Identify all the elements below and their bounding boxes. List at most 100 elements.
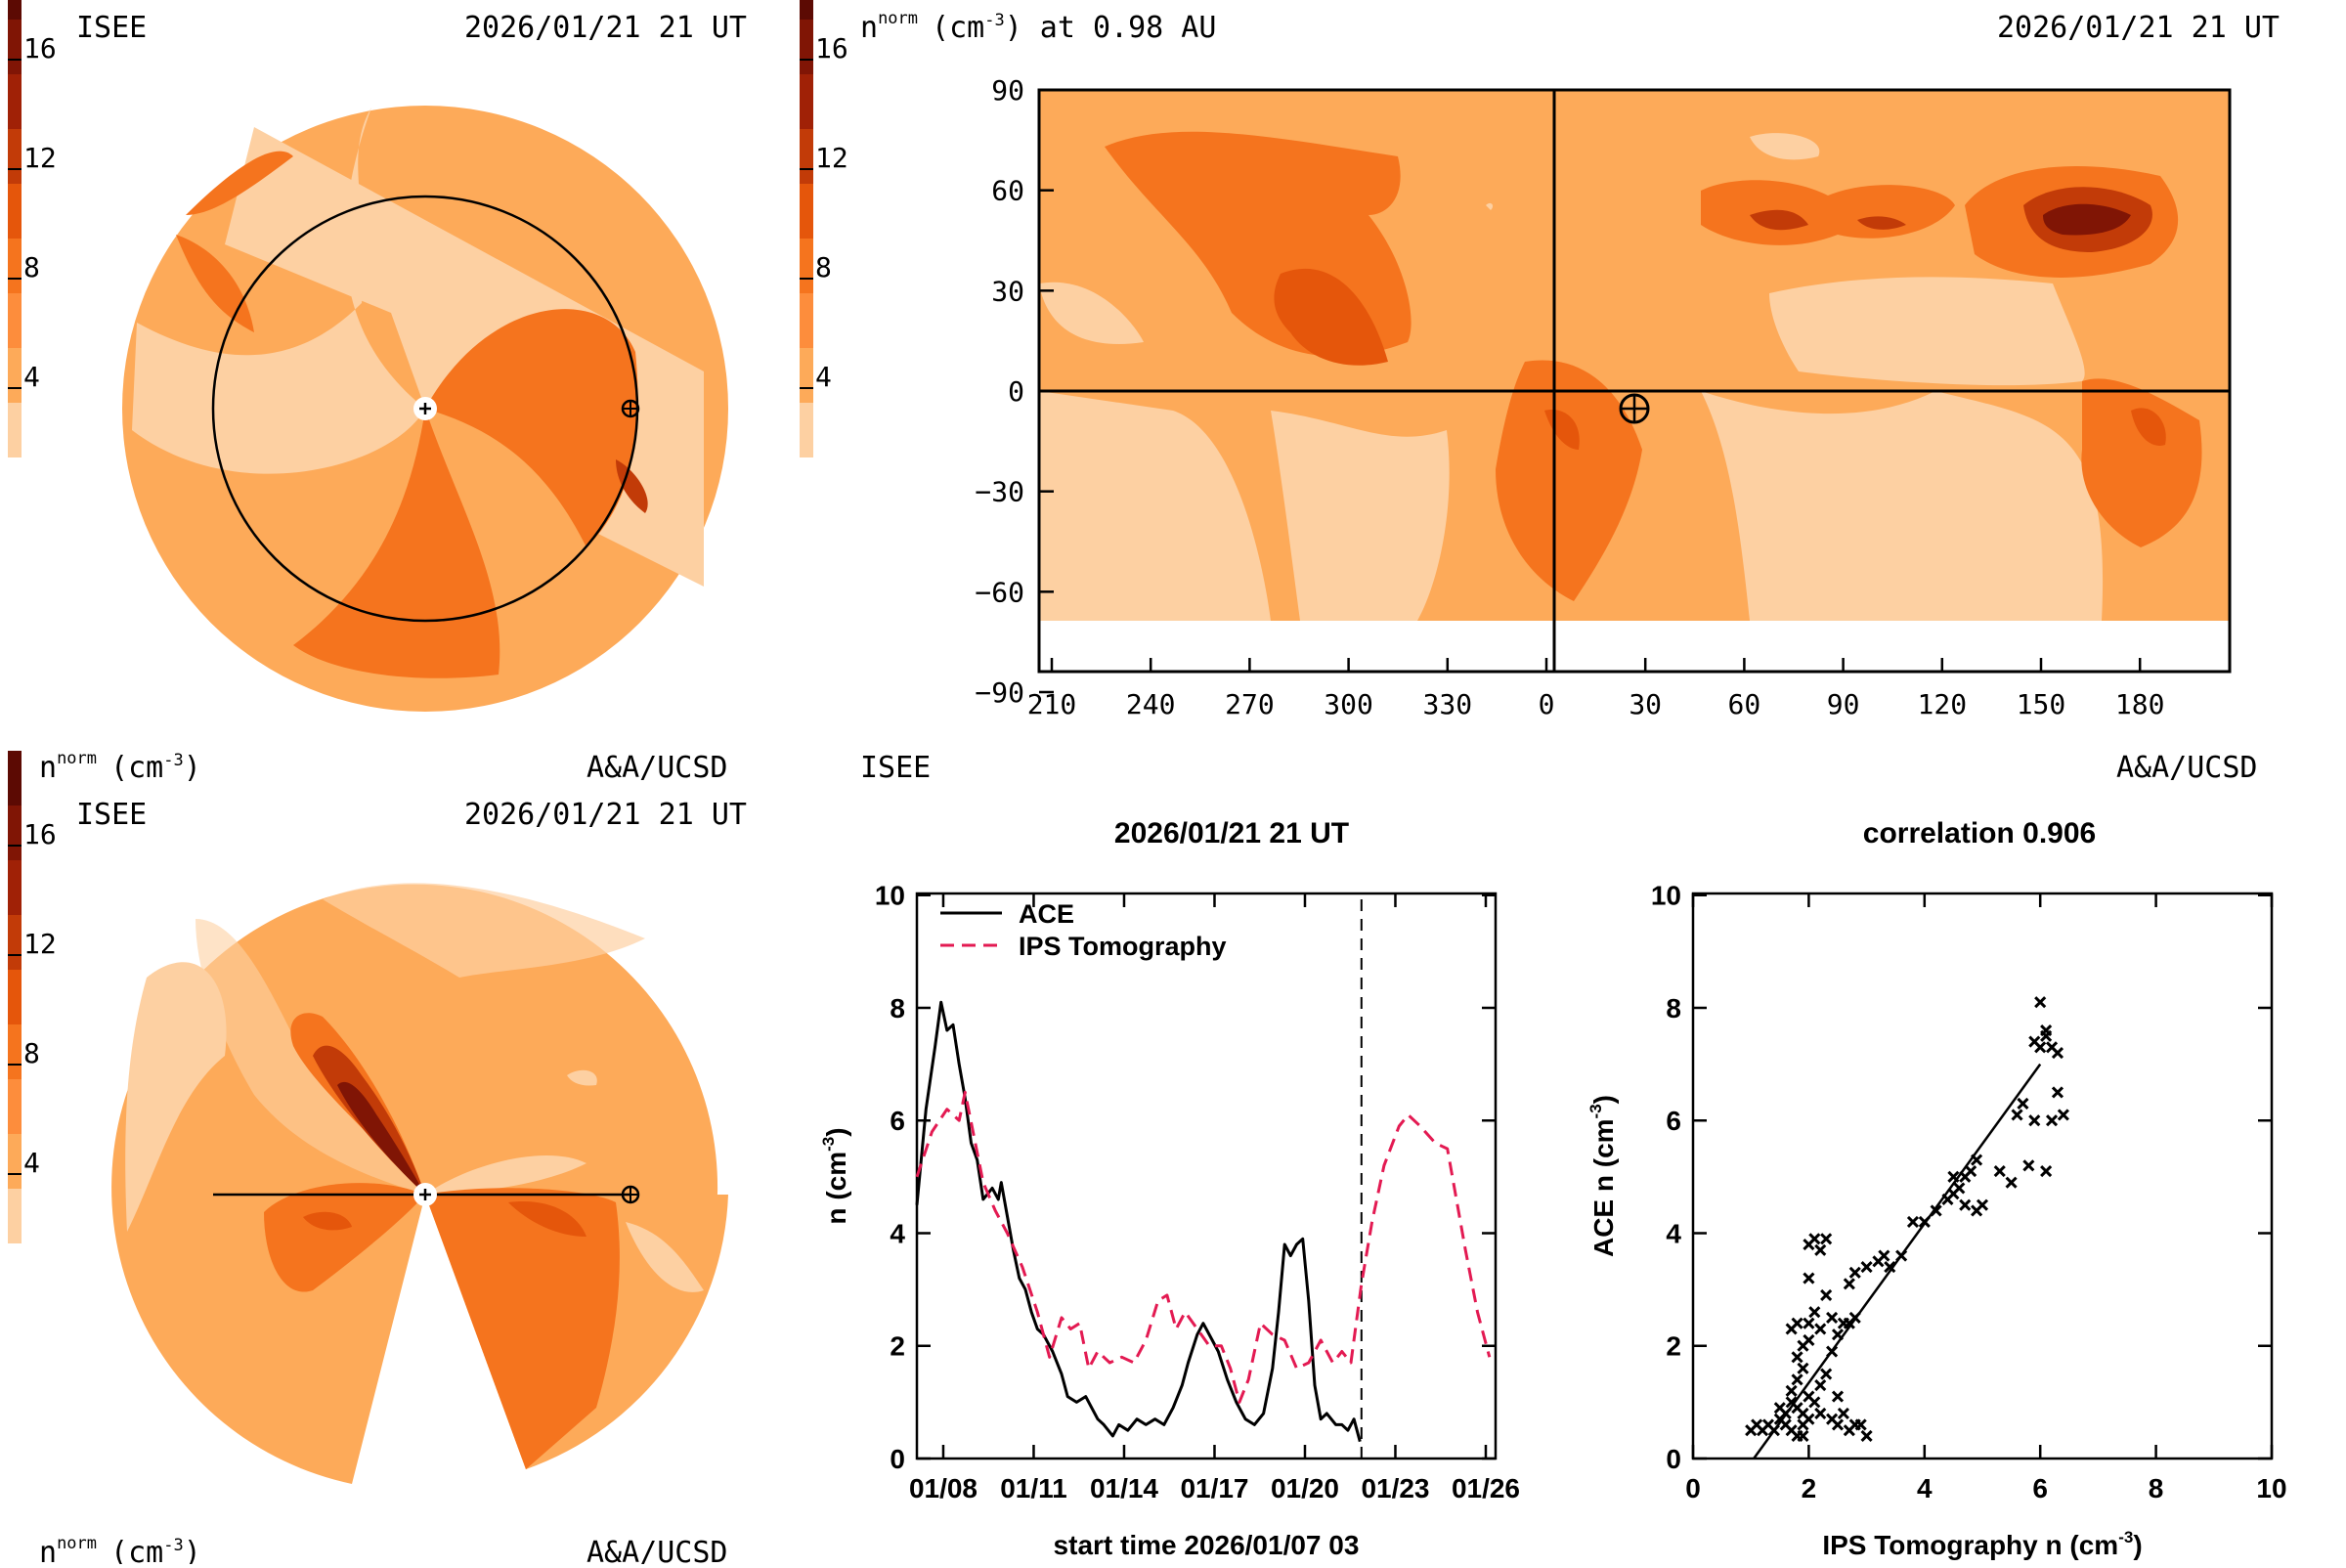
scatter-point bbox=[1803, 1413, 1815, 1425]
colorbar-segment bbox=[800, 184, 813, 239]
scatter-point-stroke bbox=[1791, 1402, 1803, 1415]
scatter-point-stroke bbox=[1767, 1424, 1780, 1437]
latitude-tick-label: −60 bbox=[975, 576, 1024, 608]
scatter-point bbox=[1814, 1243, 1827, 1256]
scatter-point bbox=[1814, 1379, 1827, 1392]
institution-label: ISEE bbox=[76, 11, 147, 45]
scatter-point bbox=[2040, 1029, 2053, 1042]
scatter-point-stroke bbox=[1854, 1418, 1867, 1431]
scatter-point-stroke bbox=[1814, 1323, 1827, 1335]
scatter-point bbox=[1803, 1333, 1815, 1347]
chart-title: correlation 0.906 bbox=[1863, 817, 2096, 849]
scatter-point bbox=[2040, 1165, 2053, 1178]
x-tick-label: 10 bbox=[2256, 1473, 2286, 1503]
scatter-point bbox=[2057, 1109, 2069, 1121]
scatter-point-stroke bbox=[1971, 1154, 1983, 1166]
scatter-point bbox=[2005, 1176, 2018, 1189]
map-frame bbox=[1037, 88, 2232, 674]
credit-label: A&A/UCSD bbox=[2116, 751, 2258, 785]
scatter-point-stroke bbox=[2051, 1086, 2064, 1099]
colorbar-segment bbox=[8, 74, 22, 129]
scatter-point-stroke bbox=[2011, 1109, 2023, 1121]
scatter-point bbox=[1918, 1215, 1931, 1229]
scatter-point bbox=[1803, 1272, 1815, 1285]
scatter-point-stroke bbox=[1976, 1198, 1989, 1211]
density-wedge-map bbox=[111, 883, 728, 1484]
scatter-point-stroke bbox=[1803, 1317, 1815, 1329]
scatter-point-stroke bbox=[1803, 1333, 1815, 1347]
scatter-point bbox=[1860, 1429, 1873, 1443]
scatter-point-stroke bbox=[2034, 996, 2047, 1009]
quantity-label: nnorm (cm-3) bbox=[39, 1534, 201, 1564]
scatter-point bbox=[1826, 1311, 1839, 1324]
colorbar-tick-label: 12 bbox=[23, 142, 57, 174]
latitude-tick-label: −30 bbox=[975, 476, 1024, 508]
scatter-point bbox=[1895, 1249, 1908, 1262]
scatter-point-stroke bbox=[1797, 1362, 1809, 1374]
scatter-point bbox=[1785, 1384, 1798, 1397]
scatter-point-stroke bbox=[1773, 1402, 1786, 1415]
scatter-point-stroke bbox=[1906, 1215, 1920, 1229]
axes: 0 2 4 6 8 10 01/08 01/11 01/14 01/17 01/20 01/23 01/… bbox=[875, 881, 1520, 1503]
colorbar-tick-label: 16 bbox=[23, 818, 57, 850]
colorbar-segment bbox=[800, 129, 813, 184]
longitude-tick-label: 300 bbox=[1324, 688, 1373, 720]
colorbar-segment bbox=[800, 20, 813, 74]
scatter-point-stroke bbox=[1820, 1233, 1833, 1245]
scatter-point bbox=[1808, 1233, 1821, 1245]
credit-label: A&A/UCSD bbox=[586, 1536, 728, 1564]
meridional-panel: 16 12 8 4 ISEE 2026/01/21 21 UT bbox=[8, 751, 747, 1568]
scatter-point-stroke bbox=[1831, 1328, 1845, 1341]
scatter-point-stroke bbox=[1930, 1204, 1942, 1217]
scatter-point-stroke bbox=[1820, 1288, 1833, 1301]
scatter-point bbox=[1814, 1407, 1827, 1419]
y-tick-label: 6 bbox=[1666, 1106, 1681, 1136]
x-tick-label: 0 bbox=[1685, 1473, 1701, 1503]
scatter-point bbox=[1779, 1407, 1792, 1419]
y-tick-label: 2 bbox=[890, 1331, 905, 1362]
scatter-point-stroke bbox=[1826, 1413, 1839, 1425]
longitude-tick-label: 60 bbox=[1728, 688, 1761, 720]
scatter-point-stroke bbox=[1993, 1165, 2006, 1178]
scatter-point-stroke bbox=[1860, 1429, 1873, 1443]
series-lines bbox=[915, 1000, 1492, 1443]
scatter-point-stroke bbox=[1791, 1373, 1803, 1386]
scatter-point-stroke bbox=[2005, 1176, 2018, 1189]
colorbar-tick-label: 12 bbox=[23, 928, 57, 960]
x-tick-label: 01/23 bbox=[1361, 1473, 1429, 1503]
plot-frame bbox=[915, 892, 1498, 1460]
x-tick-label: 01/08 bbox=[909, 1473, 978, 1503]
scatter-point bbox=[2045, 1114, 2059, 1127]
scatter-point-stroke bbox=[1814, 1407, 1827, 1419]
institution-label: ISEE bbox=[76, 798, 147, 832]
colorbar-segment bbox=[800, 348, 813, 403]
sun-marker bbox=[413, 1183, 437, 1206]
colorbar-segment bbox=[800, 239, 813, 293]
colorbar: 16 12 8 4 bbox=[8, 751, 57, 1243]
scatter-point-stroke bbox=[2045, 1114, 2059, 1127]
scatter-point bbox=[1820, 1233, 1833, 1245]
scatter-point bbox=[2034, 1041, 2047, 1054]
y-tick-label: 2 bbox=[1666, 1331, 1681, 1362]
scatter-point-stroke bbox=[2051, 1047, 2064, 1060]
x-tick-label: 4 bbox=[1917, 1473, 1933, 1503]
latitude-axis: 90 60 30 0 −30 −60 −90 bbox=[975, 74, 1054, 709]
scatter-point-stroke bbox=[2022, 1159, 2035, 1172]
scatter-point bbox=[1797, 1429, 1809, 1443]
scatter-point-stroke bbox=[1831, 1390, 1845, 1403]
scatter-point bbox=[1854, 1418, 1867, 1431]
sun-marker bbox=[413, 397, 437, 420]
earth-marker bbox=[1619, 393, 1650, 424]
longitude-tick-label: 30 bbox=[1629, 688, 1662, 720]
colorbar-segment bbox=[8, 806, 22, 860]
scatter-point-stroke bbox=[1860, 1261, 1873, 1274]
colorbar-segment bbox=[8, 1134, 22, 1189]
scatter-point-stroke bbox=[2034, 1041, 2047, 1054]
longitude-tick-label: 0 bbox=[1539, 688, 1555, 720]
latitude-tick-label: 90 bbox=[991, 74, 1024, 107]
scatter-point-stroke bbox=[1779, 1418, 1792, 1431]
x-axis-label: IPS Tomography n (cm-3) bbox=[1822, 1528, 2142, 1560]
y-tick-label: 10 bbox=[875, 881, 905, 911]
scatter-point-stroke bbox=[1808, 1396, 1821, 1409]
x-tick-label: 01/17 bbox=[1180, 1473, 1248, 1503]
